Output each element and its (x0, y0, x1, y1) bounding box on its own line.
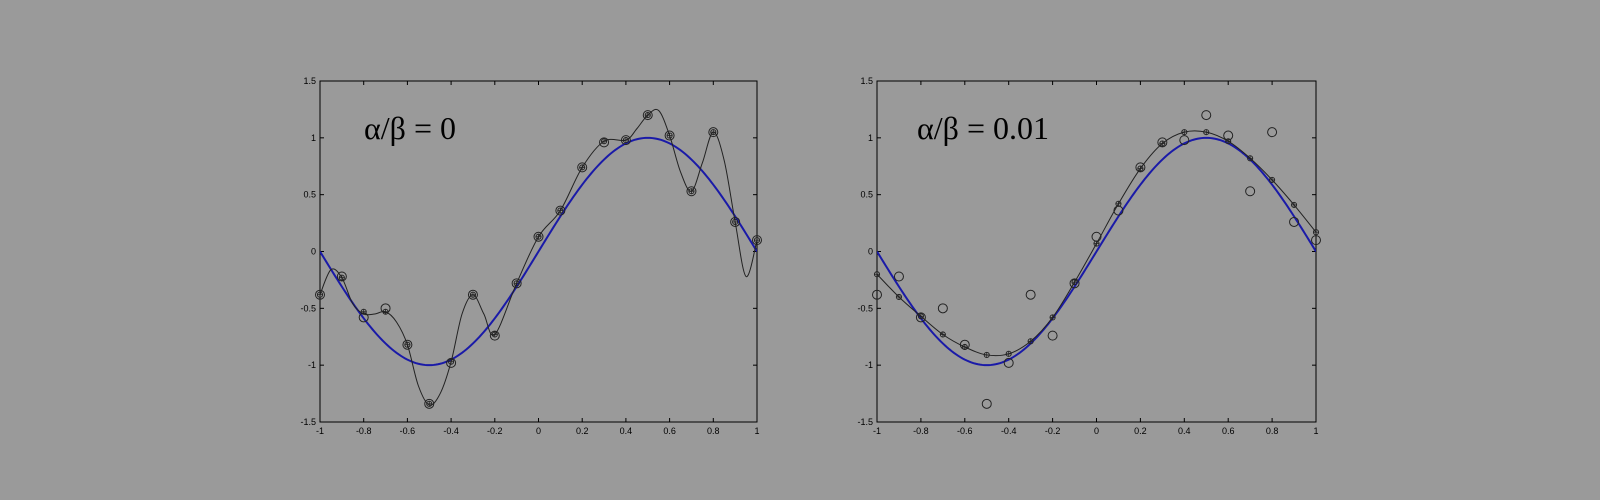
data-point (446, 357, 457, 368)
data-point (1311, 235, 1321, 246)
data-point (937, 303, 948, 314)
data-point (467, 289, 478, 300)
data-point (577, 162, 588, 173)
x-tick-label: 1 (754, 426, 759, 436)
y-tick-label: 0 (311, 247, 316, 257)
y-tick-label: -1.5 (857, 417, 873, 427)
x-tick-label: 0 (536, 426, 541, 436)
x-tick-label: -0.2 (1045, 426, 1061, 436)
data-point (872, 289, 882, 300)
data-point (1245, 186, 1256, 197)
x-tick-label: -0.8 (356, 426, 372, 436)
data-point (511, 278, 522, 289)
x-tick-label: 0.6 (1222, 426, 1235, 436)
chart-panel-alpha-beta-0.01: α/β = 0.01 -1 -0.8 -0.6 -0.4 -0.2 0 0.2 0.4 0.6 0… (857, 76, 1321, 436)
data-point (533, 231, 544, 242)
data-point (686, 186, 697, 197)
x-tick-label: 0 (1094, 426, 1099, 436)
data-point (752, 235, 762, 246)
data-point (1157, 137, 1168, 148)
y-tick-label: -1 (308, 360, 316, 370)
annotation-label: α/β = 0.01 (917, 110, 1049, 146)
data-point (893, 271, 904, 282)
chart-panel-alpha-beta-0: α/β = 0 -1 -0.8 -0.6 -0.4 -0.2 0 0.2 0.4 0.6 0.8 1… (300, 76, 762, 436)
x-tick-label: 0.4 (620, 426, 633, 436)
data-point (642, 110, 653, 121)
y-tick-label: 1.5 (860, 76, 873, 86)
data-point (1179, 135, 1190, 146)
data-point (1135, 162, 1146, 173)
y-tick-label: 1.5 (303, 76, 316, 86)
y-tick-label: -0.5 (300, 303, 316, 313)
true-function-curve (877, 136, 1316, 367)
data-point (1289, 216, 1300, 227)
y-tick-label: -0.5 (857, 303, 873, 313)
x-tick-label: -0.4 (443, 426, 459, 436)
x-tick-label: -0.2 (487, 426, 503, 436)
data-point (599, 137, 610, 148)
x-tick-label: 0.8 (707, 426, 720, 436)
x-tick-label: 0.2 (576, 426, 589, 436)
y-tick-label: 0 (868, 247, 873, 257)
data-point (915, 312, 926, 323)
data-point (1003, 357, 1014, 368)
y-tick-label: 1 (868, 133, 873, 143)
data-point (981, 398, 992, 409)
data-point (424, 398, 435, 409)
x-tick-label: 0.6 (663, 426, 676, 436)
annotation-label: α/β = 0 (364, 110, 456, 146)
x-tick-label: 1 (1313, 426, 1318, 436)
x-tick-label: 0.2 (1134, 426, 1147, 436)
data-point (315, 289, 325, 300)
data-point (1025, 289, 1036, 300)
data-point (708, 127, 719, 138)
data-point (402, 339, 413, 350)
x-tick-label: -1 (316, 426, 324, 436)
x-tick-label: 0.8 (1266, 426, 1279, 436)
data-point (1069, 278, 1080, 289)
x-tick-label: -0.4 (1001, 426, 1017, 436)
x-tick-label: -0.6 (957, 426, 973, 436)
y-tick-label: 0.5 (860, 190, 873, 200)
data-point (336, 271, 347, 282)
data-point (489, 330, 500, 341)
true-function-curve (320, 136, 757, 367)
data-point (1047, 330, 1058, 341)
data-point (1267, 127, 1278, 138)
y-tick-label: 0.5 (303, 190, 316, 200)
y-tick-label: -1 (865, 360, 873, 370)
x-tick-label: -0.8 (913, 426, 929, 436)
x-tick-label: -1 (873, 426, 881, 436)
data-point (664, 130, 675, 141)
y-tick-label: 1 (311, 133, 316, 143)
x-tick-label: 0.4 (1178, 426, 1191, 436)
data-point (730, 216, 741, 227)
x-tick-label: -0.6 (400, 426, 416, 436)
y-tick-label: -1.5 (300, 417, 316, 427)
data-point (555, 205, 566, 216)
data-point (620, 135, 631, 146)
data-point (1201, 110, 1212, 121)
